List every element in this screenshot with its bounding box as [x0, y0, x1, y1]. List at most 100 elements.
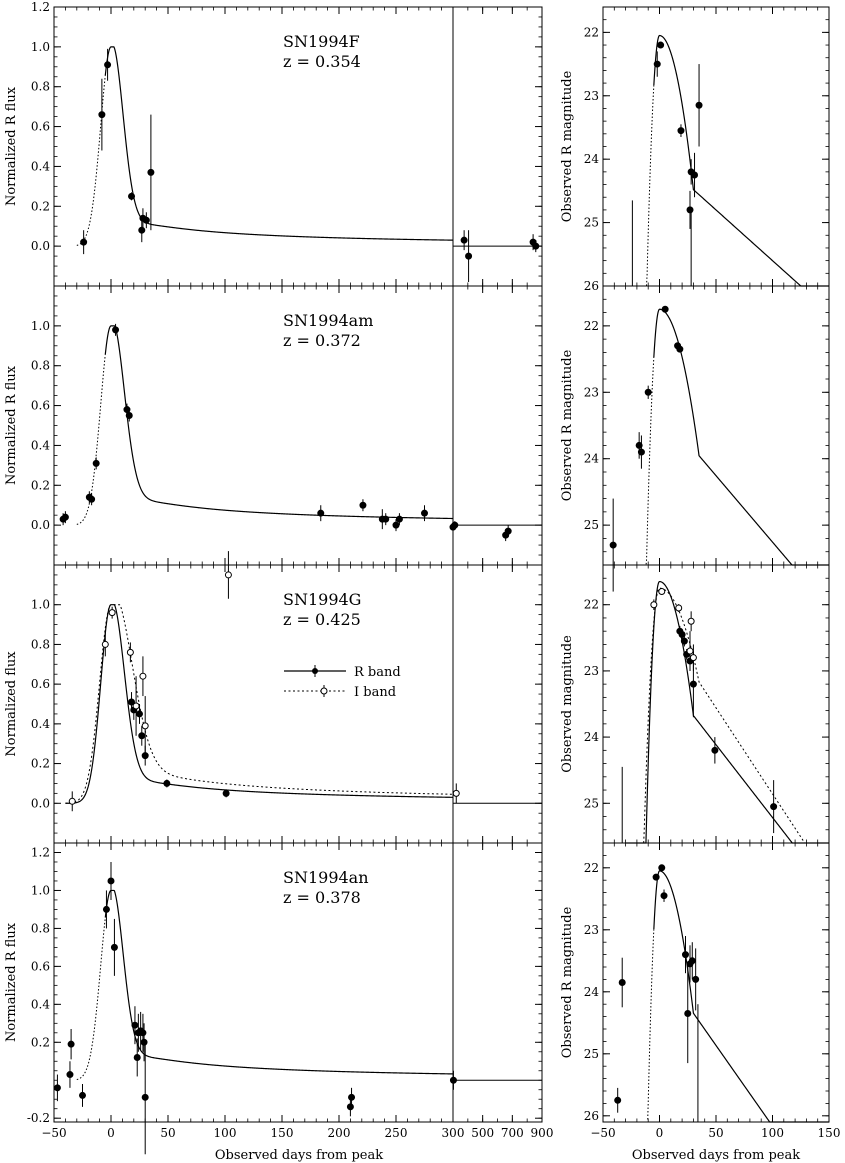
- sn1994g-flux-i-band-point: [132, 702, 140, 710]
- sn1994f-flux-tick-label: 0.0: [31, 239, 50, 253]
- sn1994an-magnitude-tick-label: 100: [761, 1126, 784, 1140]
- sn1994an-magnitude-r-band-point: [660, 892, 668, 900]
- sn1994f-flux-late-r-band-point: [532, 242, 540, 250]
- sn1994an-magnitude-tick-label: 25: [584, 1047, 599, 1061]
- sn1994an-flux-tick-label: 100: [214, 1126, 237, 1140]
- sn1994an-magnitude-tick-label: −50: [590, 1126, 615, 1140]
- sn1994g-magnitude-tick-label: 24: [584, 730, 600, 744]
- sn1994an-flux-frame: [53, 842, 454, 1123]
- sn1994an-magnitude-model-rise-dotted: [625, 928, 655, 1123]
- sn1994g-flux-tick-label: 0.8: [31, 637, 50, 651]
- sn1994g-magnitude-frame: [602, 564, 830, 844]
- sn1994g-flux-late-frame: [452, 564, 543, 844]
- sn1994an-magnitude-tick-label: 22: [584, 861, 599, 875]
- sn1994am-magnitude-r-band-point: [676, 345, 684, 353]
- sn1994g-magnitude-panel: 22 23 24 25 Observed magnitude: [560, 564, 830, 844]
- sn1994an-flux-tick-label: 1.2: [31, 845, 50, 859]
- sn1994an-magnitude-frame: [602, 842, 830, 1123]
- sn1994am-flux-r-band-point: [61, 513, 69, 521]
- sn1994am-flux-late-frame: [452, 285, 543, 566]
- sn1994am-magnitude-model-rise-dotted: [625, 356, 655, 566]
- sn1994f-magnitude-model-curve: [653, 34, 829, 287]
- sn1994f-flux-tick-label: 1.0: [31, 40, 50, 54]
- sn1994an-flux-r-band-point: [131, 1021, 139, 1029]
- sn1994f-flux-r-band-point: [128, 192, 136, 200]
- sn1994an-flux-tick-label: −50: [41, 1126, 66, 1140]
- sn1994f-magnitude-r-band-point: [653, 60, 661, 68]
- sn1994an-flux-model-rise-dotted: [76, 917, 106, 1080]
- sn1994am-magnitude-r-band-point: [637, 448, 645, 456]
- sn1994am-flux-r-band-point: [382, 515, 390, 523]
- sn1994f-magnitude-y-axis-title: Observed R magnitude: [560, 70, 575, 222]
- sn1994f-flux-late-r-band-point: [460, 236, 468, 244]
- sn1994an-flux-redshift-label: z = 0.378: [283, 888, 361, 907]
- sn1994an-flux-sn-name: SN1994an: [283, 868, 369, 887]
- sn1994am-flux-model-curve: [104, 325, 454, 520]
- sn1994g-flux-frame: [53, 564, 454, 844]
- sn1994am-magnitude-tick-label: 25: [584, 518, 599, 532]
- sn1994an-flux-r-band-point: [110, 943, 118, 951]
- sn1994an-flux-y-axis-title: Normalized R flux: [4, 922, 19, 1042]
- sn1994f-magnitude-tick-label: 23: [584, 89, 599, 103]
- sn1994g-flux-i-band-point: [101, 640, 109, 648]
- legend-r-label: R band: [354, 665, 401, 680]
- sn1994am-flux-redshift-label: z = 0.372: [283, 331, 361, 350]
- sn1994an-flux-r-band-point: [107, 877, 115, 885]
- sn1994f-flux-r-band-point: [147, 168, 155, 176]
- sn1994an-flux-tick-label: 0: [107, 1126, 115, 1140]
- legend-r-marker: [312, 668, 318, 674]
- sn1994an-flux-r-band-point: [348, 1093, 356, 1101]
- sn1994am-flux-tick-label: 1.0: [31, 319, 50, 333]
- sn1994am-magnitude-panel: 22 23 24 25 Observed R magnitude: [560, 285, 830, 592]
- sn1994an-magnitude-tick-label: 26: [584, 1109, 599, 1123]
- sn1994an-flux-late-tick-label: 500: [471, 1126, 494, 1140]
- sn1994f-flux-r-band-point: [80, 238, 88, 246]
- sn1994am-magnitude-tick-label: 22: [584, 319, 599, 333]
- sn1994an-flux-tick-label: 0.2: [31, 1035, 50, 1049]
- sn1994am-flux-y-axis-title: Normalized R flux: [4, 365, 19, 485]
- sn1994f-flux-redshift-label: z = 0.354: [283, 52, 361, 71]
- sn1994an-magnitude-tick-label: 24: [584, 985, 600, 999]
- sn1994am-flux-tick-label: 0.0: [31, 518, 50, 532]
- sn1994an-magnitude-r-band-point: [658, 864, 666, 872]
- legend-i-marker: [320, 687, 328, 695]
- sn1994an-flux-tick-label: 50: [160, 1126, 175, 1140]
- sn1994g-magnitude-i-band-point: [687, 617, 695, 625]
- sn1994an-magnitude-panel: 22 23 24 25 26 −50 0 50 100 150 Observed R magnitu…: [560, 842, 840, 1140]
- sn1994g-magnitude-r-band-point: [711, 746, 719, 754]
- sn1994an-magnitude-r-band-point: [684, 1010, 692, 1017]
- sn1994am-flux-r-band-point: [317, 509, 325, 517]
- sn1994g-flux-i-band-point: [108, 609, 116, 617]
- sn1994f-flux-model-rise-dotted: [76, 75, 106, 246]
- sn1994an-flux-r-band-point: [346, 1103, 354, 1111]
- sn1994am-flux-r-band-point: [395, 515, 403, 523]
- sn1994g-magnitude-i-band-point: [689, 654, 697, 662]
- sn1994am-magnitude-frame: [602, 285, 830, 566]
- sn1994g-flux-i-band-point: [126, 648, 134, 656]
- sn1994am-flux-r-band-point: [112, 326, 120, 334]
- sn1994an-magnitude-r-band-point: [688, 957, 696, 965]
- sn1994f-magnitude-panel: 22 23 24 25 26 Observed R magnitude: [560, 6, 830, 293]
- sn1994am-magnitude-y-axis-title: Observed R magnitude: [560, 349, 575, 501]
- sn1994am-magnitude-r-band-point: [661, 305, 669, 313]
- sn1994an-flux-tick-label: 0.8: [31, 921, 50, 935]
- sn1994g-flux-i-band-point: [224, 571, 232, 579]
- sn1994g-magnitude-tick-label: 22: [584, 598, 599, 612]
- sn1994an-flux-model-curve: [104, 889, 454, 1075]
- sn1994g-magnitude-i-band-point: [658, 587, 666, 595]
- sn1994f-magnitude-r-band-point: [686, 206, 694, 214]
- sn1994an-magnitude-tick-label: 23: [584, 923, 599, 937]
- sn1994g-flux-r-band-point: [136, 710, 143, 718]
- sn1994am-flux-r-band-point: [421, 509, 428, 517]
- sn1994an-flux-tick-label: 0.4: [31, 997, 50, 1011]
- sn1994am-flux-r-band-point: [359, 501, 367, 509]
- sn1994am-flux-late-r-band-point: [451, 521, 459, 529]
- sn1994g-magnitude-tick-label: 25: [584, 796, 599, 810]
- sn1994g-flux-r-band-point: [128, 698, 136, 706]
- sn1994an-flux-r-band-point: [141, 1093, 149, 1101]
- sn1994f-magnitude-tick-label: 26: [584, 279, 599, 293]
- sn1994g-flux-tick-label: 0.0: [31, 796, 50, 810]
- sn1994am-flux-r-band-point: [125, 412, 133, 420]
- sn1994g-flux-redshift-label: z = 0.425: [283, 610, 361, 629]
- sn1994an-flux-r-band-point: [67, 1040, 75, 1048]
